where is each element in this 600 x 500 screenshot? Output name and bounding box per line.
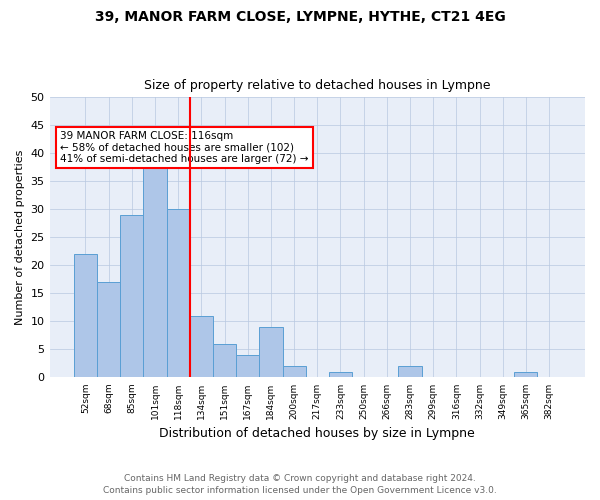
Bar (398, 366, 422, 378)
Bar (283, 366, 305, 378)
Bar (190, 316, 213, 378)
Bar (213, 344, 236, 378)
X-axis label: Distribution of detached houses by size in Lympne: Distribution of detached houses by size … (160, 427, 475, 440)
Bar (97, 282, 120, 378)
Bar (74, 254, 97, 378)
Bar (329, 372, 352, 378)
Bar (259, 327, 283, 378)
Bar (167, 210, 190, 378)
Text: 39, MANOR FARM CLOSE, LYMPNE, HYTHE, CT21 4EG: 39, MANOR FARM CLOSE, LYMPNE, HYTHE, CT2… (95, 10, 505, 24)
Bar (143, 154, 167, 378)
Bar (514, 372, 538, 378)
Bar (236, 355, 259, 378)
Y-axis label: Number of detached properties: Number of detached properties (15, 150, 25, 325)
Bar (120, 215, 143, 378)
Text: Contains HM Land Registry data © Crown copyright and database right 2024.
Contai: Contains HM Land Registry data © Crown c… (103, 474, 497, 495)
Title: Size of property relative to detached houses in Lympne: Size of property relative to detached ho… (144, 79, 491, 92)
Text: 39 MANOR FARM CLOSE: 116sqm
← 58% of detached houses are smaller (102)
41% of se: 39 MANOR FARM CLOSE: 116sqm ← 58% of det… (60, 131, 309, 164)
